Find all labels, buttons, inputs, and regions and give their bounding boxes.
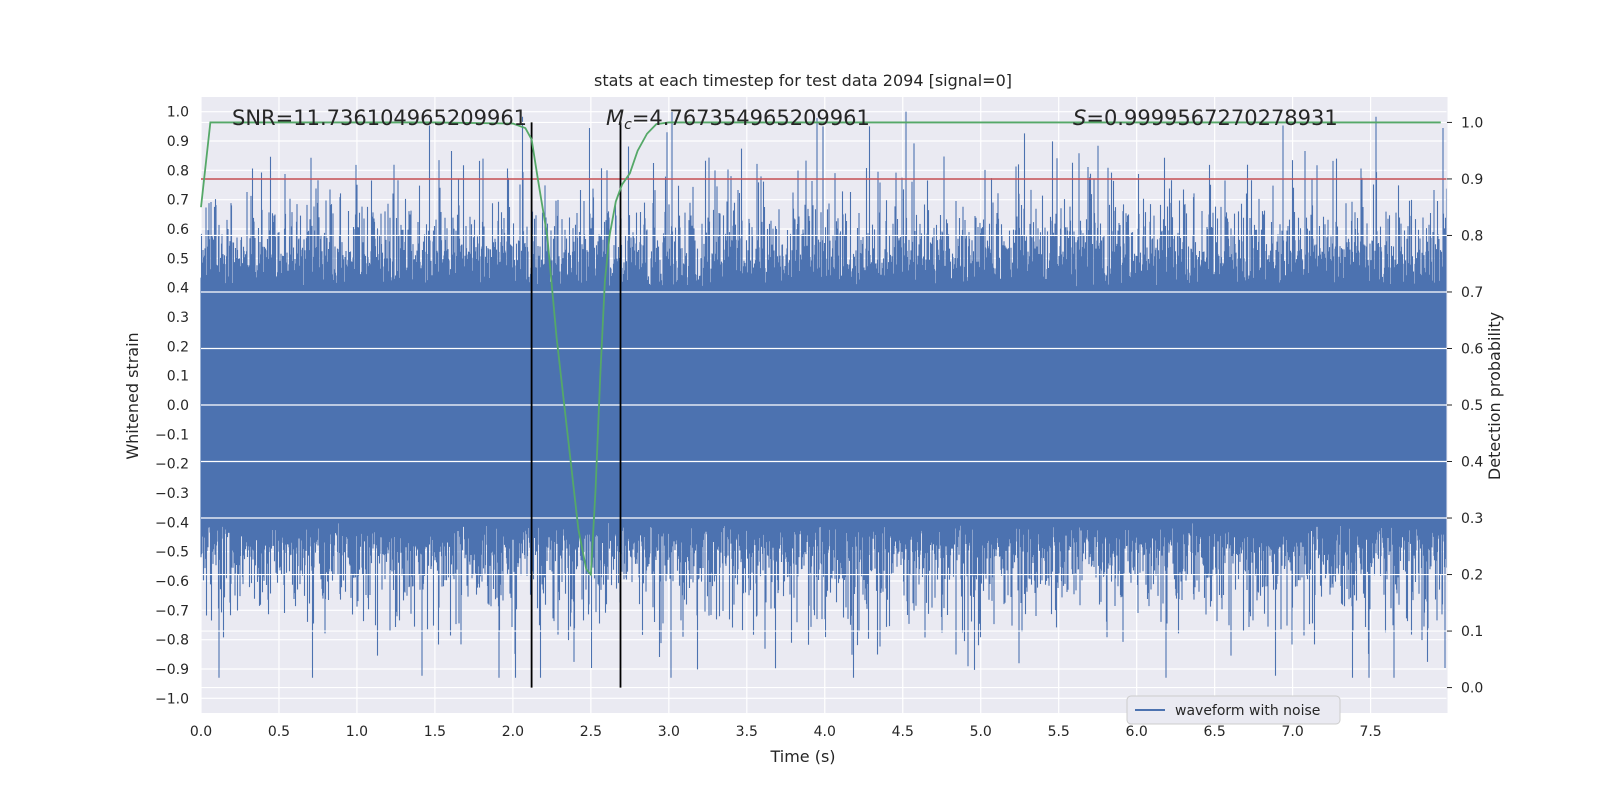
y-tick-label: 0.3 [167, 310, 189, 326]
y2-tick-label: 0.8 [1461, 228, 1483, 244]
y2-tick-label: 0.9 [1461, 172, 1483, 188]
y-tick-label: −0.4 [155, 515, 189, 531]
s-symbol: S [1073, 106, 1086, 130]
y-tick-label: 0.6 [167, 222, 189, 238]
y-tick-label: −1.0 [155, 691, 189, 707]
y2-tick-label: 0.2 [1461, 568, 1483, 584]
y-tick-label: 0.5 [167, 251, 189, 267]
legend: waveform with noise [1126, 695, 1341, 725]
y-tick-label: 0.7 [167, 193, 189, 209]
y-tick-label: −0.8 [155, 633, 189, 649]
waveform-series [200, 111, 1448, 678]
x-tick-label: 0.0 [190, 724, 212, 740]
mc-symbol: M [606, 106, 624, 130]
mc-value: =4.767354965209961 [632, 106, 870, 130]
x-tick-label: 3.0 [658, 724, 680, 740]
x-axis-label: Time (s) [769, 747, 835, 766]
y-tick-label: 0.0 [167, 398, 189, 414]
y-tick-label: −0.6 [155, 574, 189, 590]
detection-probability-line [200, 121, 1441, 577]
y-axis-label: Whitened strain [123, 332, 142, 459]
legend-label: waveform with noise [1175, 703, 1320, 719]
mc-subscript: c [624, 117, 632, 133]
y2-tick-label: 0.0 [1461, 681, 1483, 697]
y-tick-label: −0.1 [155, 427, 189, 443]
y2-tick-label: 0.5 [1461, 398, 1483, 414]
y-axis-ticks: 1.0 0.9 0.8 0.7 0.6 0.5 0.4 0.3 0.2 0.1 0.0 −0.1 −0.… [155, 105, 189, 708]
overlay-lines [200, 97, 1448, 713]
x-tick-label: 1.5 [424, 724, 446, 740]
y-tick-label: 1.0 [167, 105, 189, 121]
y-tick-label: 0.4 [167, 281, 189, 297]
y-tick-label: 0.8 [167, 163, 189, 179]
x-tick-label: 5.0 [970, 724, 992, 740]
x-axis-ticks: 0.0 0.5 1.0 1.5 2.0 2.5 3.0 3.5 4.0 4.5 5.0 5.5 6.0 6… [190, 724, 1382, 740]
x-tick-label: 0.5 [268, 724, 290, 740]
y2-axis-label: Detection probability [1485, 312, 1504, 480]
y2-tick-label: 0.3 [1461, 511, 1483, 527]
snr-annotation: SNR=11.736104965209961 [232, 106, 527, 130]
y2-tick-label: 0.7 [1461, 285, 1483, 301]
y-tick-label: −0.3 [155, 486, 189, 502]
y-tick-label: −0.9 [155, 662, 189, 678]
legend-box [1126, 695, 1341, 725]
y-tick-label: 0.2 [167, 339, 189, 355]
s-value: =0.9999567270278931 [1086, 106, 1337, 130]
y-tick-label: −0.2 [155, 457, 189, 473]
waveform-line [200, 111, 1448, 678]
x-tick-label: 2.5 [580, 724, 602, 740]
y-tick-label: −0.7 [155, 603, 189, 619]
y2-tick-label: 0.6 [1461, 341, 1483, 357]
x-tick-label: 6.0 [1126, 724, 1148, 740]
y-tick-label: 0.9 [167, 134, 189, 150]
x-tick-label: 1.0 [346, 724, 368, 740]
chirp-mass-annotation: Mc=4.767354965209961 [606, 106, 870, 133]
x-tick-label: 3.5 [736, 724, 758, 740]
x-tick-label: 7.0 [1281, 724, 1303, 740]
x-tick-label: 5.5 [1048, 724, 1070, 740]
y2-tick-label: 0.1 [1461, 624, 1483, 640]
y2-axis-ticks: 1.0 0.9 0.8 0.7 0.6 0.5 0.4 0.3 0.2 0.1 0.0 [1447, 115, 1483, 697]
x-tick-label: 2.0 [502, 724, 524, 740]
chart-title: stats at each timestep for test data 209… [594, 71, 1012, 90]
y-tick-label: −0.5 [155, 545, 189, 561]
y-tick-label: 0.1 [167, 369, 189, 385]
y2-tick-label: 0.4 [1461, 455, 1483, 471]
x-tick-label: 6.5 [1204, 724, 1226, 740]
x-tick-label: 7.5 [1359, 724, 1381, 740]
score-annotation: S=0.9999567270278931 [1073, 106, 1338, 130]
x-tick-label: 4.0 [814, 724, 836, 740]
y2-tick-label: 1.0 [1461, 115, 1483, 131]
x-tick-label: 4.5 [892, 724, 914, 740]
